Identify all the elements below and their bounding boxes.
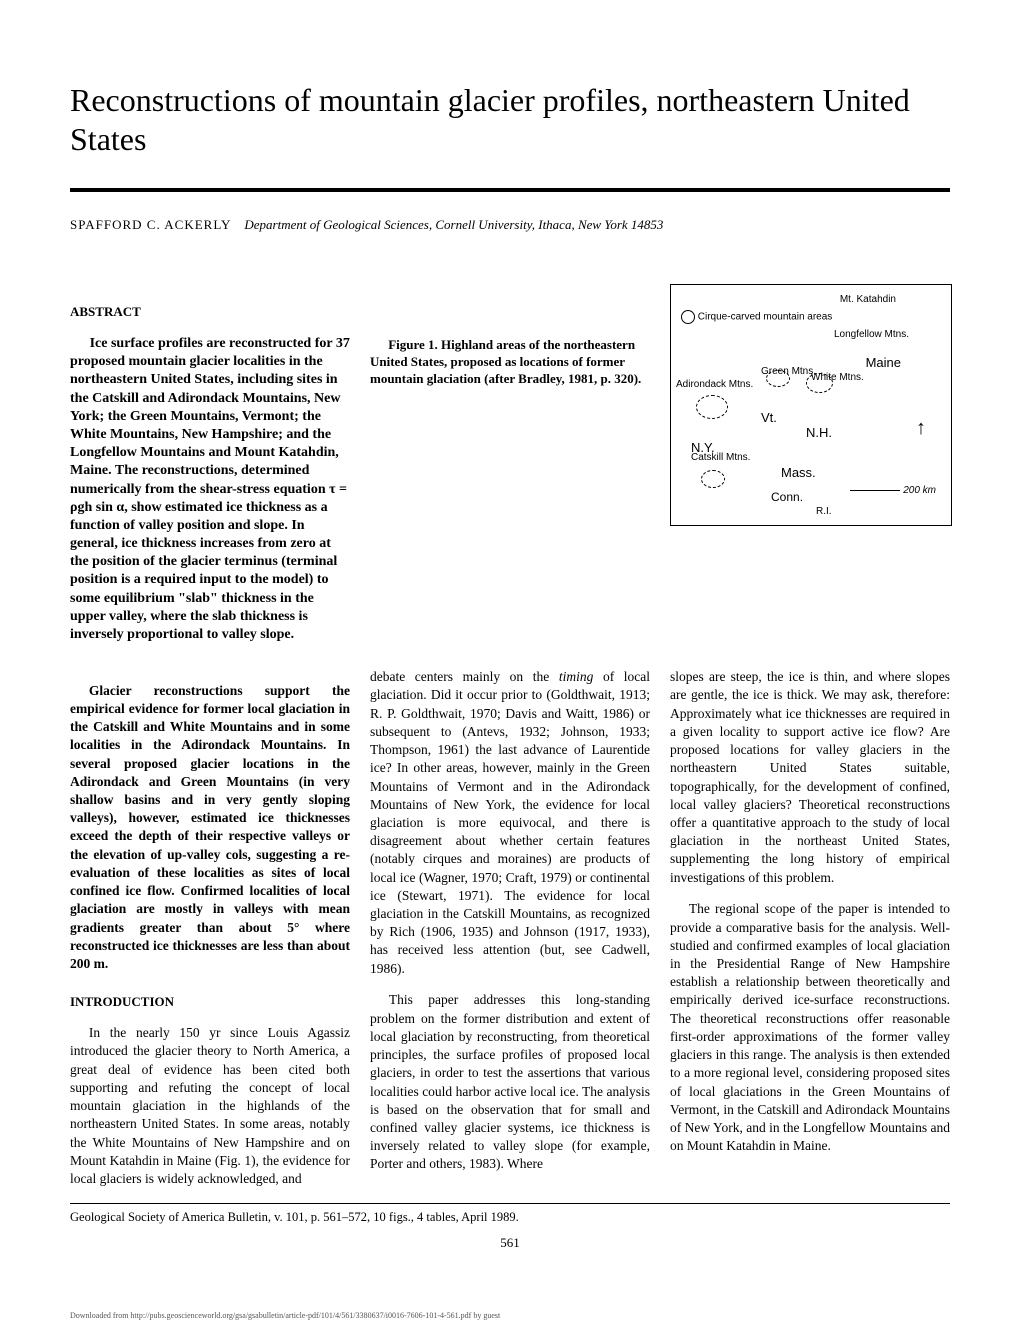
footer-citation: Geological Society of America Bulletin, … [70, 1209, 950, 1225]
map-label-vt: Vt. [761, 410, 777, 427]
intro-heading: INTRODUCTION [70, 993, 350, 1011]
body-para-col3-2: The regional scope of the paper is inten… [670, 900, 950, 1155]
map-label-nh: N.H. [806, 425, 832, 442]
body-text-1b: timing [559, 669, 594, 684]
north-arrow-icon: ↑ [916, 415, 926, 441]
legend-text: Cirque-carved mountain areas [698, 312, 833, 323]
map-label-katahdin: Mt. Katahdin [840, 295, 896, 305]
author-name: SPAFFORD C. ACKERLY [70, 217, 231, 232]
page-number: 561 [70, 1235, 950, 1252]
map-label-green: Green Mtns. [761, 367, 816, 377]
map-label-longfellow: Longfellow Mtns. [834, 330, 909, 340]
article-title: Reconstructions of mountain glacier prof… [70, 81, 950, 158]
map-label-mass: Mass. [781, 465, 816, 482]
abstract-heading: ABSTRACT [70, 304, 350, 321]
map-adirondack-circle [696, 395, 728, 419]
author-affiliation: Department of Geological Sciences, Corne… [244, 217, 663, 232]
map-label-conn: Conn. [771, 490, 803, 506]
intro-para-1: In the nearly 150 yr since Louis Agassiz… [70, 1024, 350, 1188]
abstract-para-1: Ice surface profiles are reconstructed f… [70, 335, 350, 644]
map-scale: 200 km [850, 484, 936, 497]
map-label-ri: R.I. [816, 505, 832, 518]
body-text-1a: debate centers mainly on the [370, 669, 559, 684]
map-scale-text: 200 km [903, 485, 936, 496]
body-text-1c: of local glaciation. Did it occur prior … [370, 669, 650, 976]
map-catskill-circle [701, 470, 725, 488]
figure-1-map: Cirque-carved mountain areas Mt. Katahdi… [670, 284, 952, 526]
download-note: Downloaded from http://pubs.geosciencewo… [70, 1312, 950, 1321]
footer-rule [70, 1203, 950, 1204]
map-label-catskill: Catskill Mtns. [691, 453, 750, 463]
map-label-maine: Maine [866, 355, 901, 372]
figure-1-caption: Figure 1. Highland areas of the northeas… [370, 337, 650, 388]
legend-circle-icon [681, 310, 695, 324]
abstract-para-2: Glacier reconstructions support the empi… [70, 682, 350, 974]
map-label-adirondack: Adirondack Mtns. [676, 380, 753, 390]
title-rule [70, 188, 950, 192]
body-para-col2-1: debate centers mainly on the timing of l… [370, 668, 650, 978]
body-para-col3-1: slopes are steep, the ice is thin, and w… [670, 668, 950, 887]
map-legend: Cirque-carved mountain areas [681, 310, 832, 324]
body-para-col2-2: This paper addresses this long-standing … [370, 991, 650, 1173]
author-line: SPAFFORD C. ACKERLY Department of Geolog… [70, 217, 950, 234]
map-label-white: White Mtns. [811, 373, 864, 383]
